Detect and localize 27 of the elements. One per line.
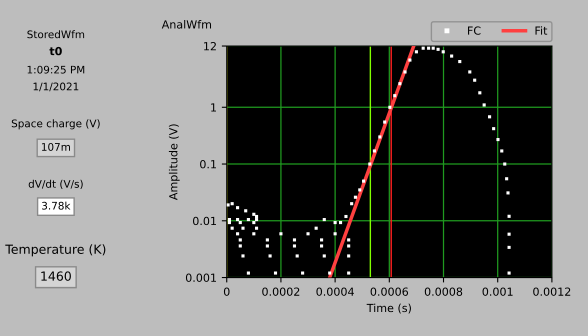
text: 1/1/2021 (34, 82, 78, 92)
text: Space charge (V) (12, 119, 100, 130)
x-tick-label: 0.0004 (316, 287, 354, 296)
y-tick-label: 12 (204, 42, 216, 50)
x-tick-label: 0.0008 (424, 287, 462, 296)
y-tick-label: 0.001 (186, 274, 216, 282)
text: dV/dt (V/s) (28, 180, 83, 190)
y-axis-title: Amplitude (V) (168, 124, 180, 200)
text: 1460 (41, 271, 71, 281)
text: StoredWfm (27, 30, 84, 38)
legend-label: FC (468, 26, 480, 35)
x-axis-title: Time (s) (366, 304, 411, 314)
text: 3.78k (42, 202, 70, 210)
x-tick-label: 0.0012 (533, 287, 570, 296)
legend-label: Fit (536, 26, 548, 35)
x-tick-label: 0 (224, 287, 230, 296)
x-tick-label: 0.001 (482, 287, 513, 296)
x-tick-label: 0.0006 (370, 287, 408, 296)
y-tick-label: 0.01 (193, 216, 216, 226)
y-tick-label: 1 (211, 103, 216, 112)
text: Temperature (K) (5, 244, 106, 256)
text: t0 (49, 46, 62, 56)
text: 1:09:25 PM (28, 66, 84, 74)
x-tick-label: 0.0002 (262, 287, 300, 296)
y-tick-label: 0.1 (200, 160, 216, 168)
text: 107m (42, 142, 70, 151)
chart-title: AnalWfm (162, 20, 212, 29)
